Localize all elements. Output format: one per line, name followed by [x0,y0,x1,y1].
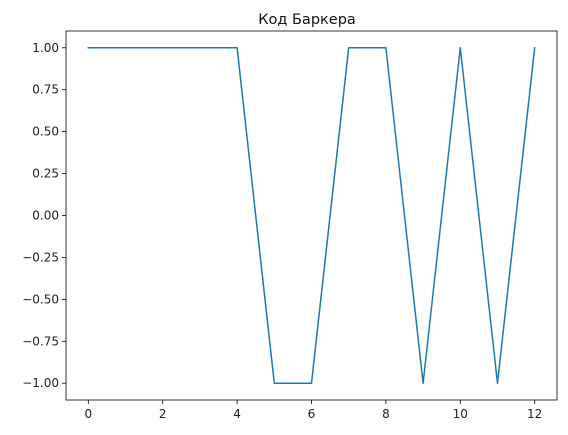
x-tick-label: 10 [453,407,468,421]
y-tick-label: 0.00 [32,209,59,223]
series-line-0 [87,46,536,384]
x-tick-label: 2 [159,407,167,421]
y-tick-label: 0.50 [32,125,59,139]
y-tick-label: −0.75 [22,334,59,348]
plot-area [87,46,536,384]
axes: 0 2 4 6 8 10 12 1.00 0.75 0.50 0.25 0.00 −0.25 −0.50 −… [22,30,558,421]
x-tick-label: 4 [233,407,241,421]
y-tick-label: 0.75 [32,83,59,97]
chart-title: Код Баркера [258,12,356,28]
x-tick-label: 0 [84,407,92,421]
x-tick-label: 8 [382,407,390,421]
y-tick-label: 1.00 [32,41,59,55]
x-tick-label: 6 [308,407,316,421]
y-tick-label: −0.25 [22,250,59,264]
axes-frame [65,30,558,401]
y-tick-label: 0.25 [32,167,59,181]
y-tick-label: −1.00 [22,376,59,390]
x-tick-label: 12 [527,407,542,421]
y-tick-label: −0.50 [22,292,59,306]
